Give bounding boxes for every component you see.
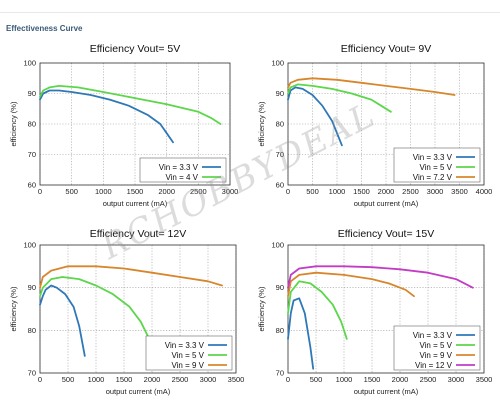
legend-label: Vin = 9 V [171, 361, 204, 370]
y-tick-label: 100 [271, 241, 284, 250]
header-bar: Effectiveness Curve [0, 0, 500, 34]
x-axis-label: output current (mA) [354, 387, 419, 396]
series-line [287, 280, 348, 340]
x-tick-label: 1500 [127, 187, 144, 196]
x-tick-label: 2000 [158, 187, 175, 196]
page-title: Effectiveness Curve [6, 24, 83, 33]
y-tick-label: 90 [276, 89, 284, 98]
legend-label: Vin = 5 V [171, 351, 204, 360]
series-line [39, 85, 222, 125]
y-tick-label: 80 [276, 326, 284, 335]
y-tick-label: 70 [276, 369, 284, 378]
x-tick-label: 1000 [336, 375, 353, 384]
legend-label: Vin = 3.3 V [165, 341, 205, 350]
x-tick-label: 1000 [88, 375, 105, 384]
chart-vout-12v: Efficiency Vout= 12V 0 500 1000 1500 2000 2500… [9, 228, 245, 396]
series-line [39, 265, 223, 289]
x-tick-label: 1500 [364, 375, 381, 384]
chart-title: Efficiency Vout= 15V [338, 228, 434, 240]
x-tick-label: 1500 [353, 187, 370, 196]
x-tick-label: 3000 [200, 375, 217, 384]
legend-box [393, 325, 481, 371]
y-tick-label: 70 [276, 150, 284, 159]
series-line [287, 83, 392, 113]
y-tick-label: 100 [23, 59, 36, 68]
chart-title: Efficiency Vout= 5V [90, 43, 181, 55]
y-tick-label: 70 [28, 369, 36, 378]
y-axis-label: efficiency (%) [9, 101, 18, 146]
plot-frame [39, 244, 237, 374]
y-tick-label: 60 [28, 181, 36, 190]
y-tick-label: 80 [276, 120, 284, 129]
x-tick-label: 2500 [172, 375, 189, 384]
y-tick-label: 80 [28, 120, 36, 129]
x-tick-label: 500 [306, 187, 319, 196]
x-tick-label: 3500 [228, 375, 245, 384]
x-tick-label: 2500 [420, 375, 437, 384]
legend-label: Vin = 3.3 V [413, 153, 453, 162]
x-tick-label: 2500 [402, 187, 419, 196]
x-axis-label: output current (mA) [354, 199, 419, 208]
x-tick-label: 2000 [144, 375, 161, 384]
series-line [287, 86, 343, 147]
x-tick-label: 3000 [222, 187, 239, 196]
x-tick-label: 3000 [448, 375, 465, 384]
legend-label: Vin = 5 V [419, 341, 452, 350]
plot-frame [39, 62, 231, 186]
legend-label: Vin = 3.3 V [413, 331, 453, 340]
x-tick-label: 2000 [378, 187, 395, 196]
chart-vout-15v: Efficiency Vout= 15V 0 500 1000 1500 2000 2500… [257, 228, 493, 396]
x-tick-label: 1500 [116, 375, 133, 384]
legend-label: Vin = 5 V [419, 163, 452, 172]
legend-label: Vin = 4 V [165, 173, 198, 182]
chart-title: Efficiency Vout= 9V [341, 43, 432, 55]
x-tick-label: 0 [286, 187, 290, 196]
series-line [39, 284, 86, 357]
x-tick-label: 500 [65, 187, 78, 196]
chart-vout-9v: Efficiency Vout= 9V 0 500 1000 1500 2000 2500 3… [257, 43, 493, 208]
y-tick-label: 70 [28, 150, 36, 159]
chart-vout-5v: Efficiency Vout= 5V 0 500 1000 1500 2000 2500 3… [9, 43, 239, 208]
series-line [39, 89, 174, 144]
x-tick-label: 1000 [329, 187, 346, 196]
x-tick-label: 500 [310, 375, 323, 384]
legend-box [139, 157, 227, 183]
x-tick-label: 0 [286, 375, 290, 384]
y-axis-label: efficiency (%) [257, 101, 266, 146]
chart-title: Efficiency Vout= 12V [90, 228, 186, 240]
y-tick-label: 90 [28, 89, 36, 98]
x-tick-label: 3500 [476, 375, 493, 384]
x-tick-label: 3000 [427, 187, 444, 196]
y-tick-label: 100 [271, 59, 284, 68]
legend-label: Vin = 7.2 V [413, 173, 453, 182]
y-tick-label: 90 [276, 283, 284, 292]
x-tick-label: 1000 [95, 187, 112, 196]
plot-frame [287, 62, 485, 186]
x-tick-label: 2500 [190, 187, 207, 196]
legend-label: Vin = 9 V [419, 351, 452, 360]
header-divider [0, 12, 500, 13]
y-tick-label: 90 [28, 283, 36, 292]
series-line [287, 77, 456, 96]
legend-label: Vin = 3.3 V [159, 163, 199, 172]
series-line [287, 265, 474, 289]
y-axis-label: efficiency (%) [257, 286, 266, 331]
y-tick-label: 80 [28, 326, 36, 335]
x-tick-label: 3500 [451, 187, 468, 196]
x-tick-label: 500 [62, 375, 75, 384]
x-tick-label: 0 [38, 375, 42, 384]
y-axis-label: efficiency (%) [9, 286, 18, 331]
x-tick-label: 0 [38, 187, 42, 196]
series-line [287, 297, 315, 370]
y-tick-label: 60 [276, 181, 284, 190]
x-tick-label: 2000 [392, 375, 409, 384]
y-tick-label: 100 [23, 241, 36, 250]
series-line [39, 276, 151, 340]
x-axis-label: output current (mA) [106, 387, 171, 396]
series-line [287, 271, 415, 298]
x-axis-label: output current (mA) [103, 199, 168, 208]
x-tick-label: 4000 [476, 187, 493, 196]
legend-label: Vin = 12 V [415, 361, 453, 370]
